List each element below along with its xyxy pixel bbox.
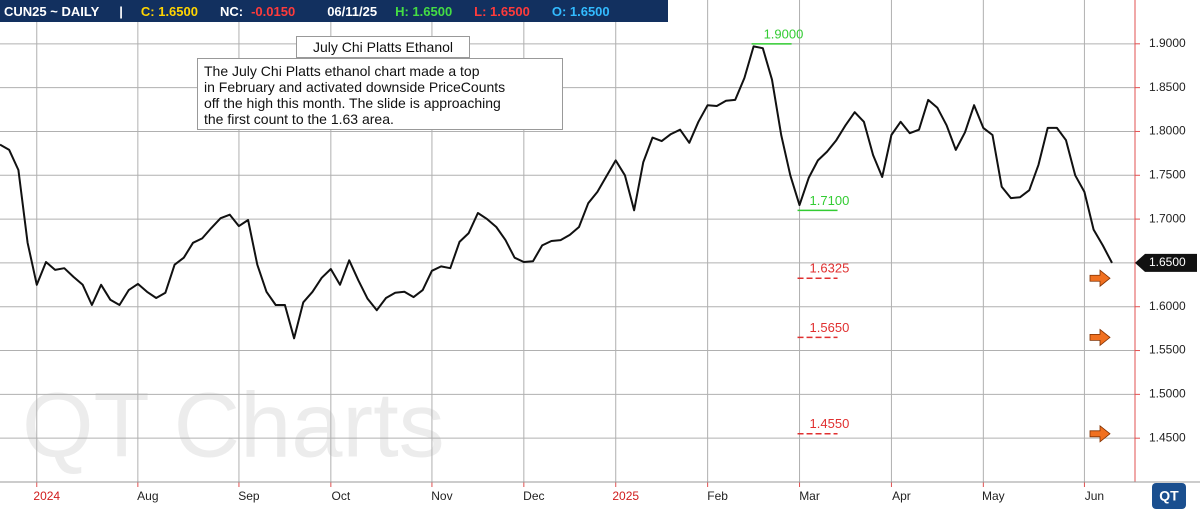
y-tick-label: 1.7500 — [1149, 167, 1186, 181]
last-value-tag — [1135, 253, 1197, 272]
level-arrow — [1089, 328, 1111, 347]
y-tick-label: 1.5500 — [1149, 343, 1186, 357]
annotation-line: the first count to the 1.63 area. — [204, 111, 394, 127]
x-tick-label: Sep — [238, 489, 260, 503]
high: H: 1.6500 — [395, 3, 453, 19]
logo: QT — [1159, 488, 1179, 504]
header-bar: CUN25 ~ DAILY | C: 1.6500 NC: -0.0150 06… — [0, 0, 668, 22]
x-tick-label: Mar — [799, 489, 820, 503]
x-tick-label: Nov — [431, 489, 452, 503]
y-tick-label: 1.9000 — [1149, 36, 1186, 50]
symbol: CUN25 ~ DAILY — [4, 3, 100, 19]
x-tick-label: Dec — [523, 489, 544, 503]
net-change: -0.0150 — [251, 3, 296, 19]
level-label: 1.4550 — [810, 416, 850, 431]
annotation-line: in February and activated downside Price… — [204, 79, 506, 95]
open: O: 1.6500 — [551, 3, 610, 19]
low: L: 1.6500 — [474, 3, 530, 19]
logo-box — [1152, 483, 1186, 509]
y-tick-label: 1.6000 — [1149, 299, 1186, 313]
level-label: 1.5650 — [810, 320, 850, 335]
x-tick-label: Feb — [707, 489, 728, 503]
level-arrow — [1089, 269, 1111, 288]
annotation-line: The July Chi Platts ethanol chart made a… — [204, 63, 480, 79]
annotation-title: July Chi Platts Ethanol — [296, 36, 470, 58]
y-tick-label: 1.4500 — [1149, 430, 1186, 444]
x-tick-label: May — [982, 489, 1005, 503]
y-tick-label: 1.8500 — [1149, 80, 1186, 94]
y-tick-label: 1.7000 — [1149, 211, 1186, 225]
x-tick-label: 2025 — [612, 489, 639, 503]
level-label: 1.6325 — [810, 261, 850, 276]
level-label: 1.7100 — [810, 193, 850, 208]
x-tick-label: Oct — [332, 489, 351, 503]
y-tick-label: 1.5000 — [1149, 387, 1186, 401]
date: 06/11/25 — [327, 3, 378, 19]
x-tick-label: Jun — [1085, 489, 1104, 503]
annotation-text: The July Chi Platts ethanol chart made a… — [197, 58, 563, 130]
x-tick-label: 2024 — [33, 489, 60, 503]
close: C: 1.6500 — [140, 3, 198, 19]
x-tick-label: Aug — [137, 489, 158, 503]
separator: | — [119, 3, 123, 19]
price-line — [0, 45, 1113, 340]
annotation-line: off the high this month. The slide is ap… — [204, 95, 501, 111]
last-value-label: 1.6500 — [1149, 255, 1186, 269]
y-tick-label: 1.8000 — [1149, 124, 1186, 138]
level-arrow — [1089, 424, 1111, 443]
watermark: QT Charts — [22, 374, 445, 476]
x-tick-label: Apr — [892, 489, 911, 503]
level-label: 1.9000 — [764, 26, 804, 41]
net-change-label: NC: — [219, 3, 244, 19]
